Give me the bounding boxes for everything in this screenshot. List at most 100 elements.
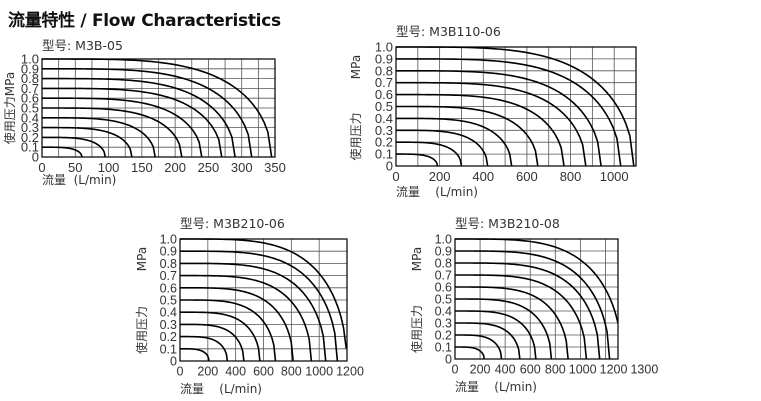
- x-tick-label: 800: [560, 169, 582, 184]
- x-tick-label: 50: [68, 160, 82, 175]
- y-tick-label: 0.5: [21, 101, 39, 116]
- y-tick-label: 0.6: [21, 91, 39, 106]
- flow-curve-1.0: [396, 46, 635, 167]
- y-tick-label: 0.9: [435, 245, 452, 259]
- flow-curve-0.5: [396, 105, 539, 167]
- y-tick-label: 0.5: [375, 99, 393, 114]
- flow-curve-0.3: [396, 129, 489, 167]
- y-tick-label: 0.6: [160, 281, 177, 295]
- flow-curve-0.6: [42, 97, 203, 158]
- x-tick-label: 300: [231, 160, 253, 175]
- chart-4: 型号: M3B210-08 00.10.20.30.40.50.60.70.80.…: [409, 216, 658, 394]
- y-tick-label: 0.4: [375, 111, 393, 126]
- flow-curve-0.7: [42, 87, 223, 158]
- y-tick-label: 0.2: [160, 330, 177, 344]
- flow-curve-0.4: [42, 117, 156, 158]
- flow-curve-0.7: [180, 274, 313, 362]
- y-axis-label: 使用压力: [348, 112, 363, 160]
- chart-title: 型号: M3B110-06: [396, 24, 501, 39]
- x-axis-label: 流量 (L/min): [455, 380, 537, 394]
- x-tick-label: 400: [472, 169, 494, 184]
- flow-curve-0.8: [396, 70, 602, 167]
- flow-curve-0.5: [42, 107, 183, 158]
- flow-curve-0.5: [180, 299, 277, 362]
- y-tick-label: 0.6: [375, 87, 393, 102]
- y-axis-label: 使用压力: [409, 305, 424, 353]
- y-tick-label: 0.8: [435, 257, 452, 271]
- y-axis-unit: MPa: [349, 55, 363, 79]
- flow-curve-0.7: [455, 274, 588, 360]
- y-tick-label: 0.4: [21, 110, 39, 125]
- y-tick-label: 1.0: [435, 233, 452, 247]
- chart-3: 型号: M3B210-06 00.10.20.30.40.50.60.70.80.…: [134, 216, 364, 396]
- x-tick-label: 100: [98, 160, 120, 175]
- y-tick-label: 0.7: [160, 269, 177, 283]
- flow-curve-1.0: [180, 238, 348, 349]
- x-tick-label: 0: [177, 365, 184, 379]
- x-axis-label: 流量 (L/min): [396, 185, 478, 199]
- y-tick-label: 0.9: [21, 61, 39, 76]
- x-tick-label: 600: [253, 365, 274, 379]
- flow-curve-0.6: [180, 287, 294, 362]
- flow-curve-0.2: [455, 334, 503, 360]
- y-tick-label: 0.5: [435, 293, 452, 307]
- x-tick-label: 250: [198, 160, 220, 175]
- x-tick-label: 1200: [600, 363, 628, 377]
- x-tick-label: 600: [520, 363, 541, 377]
- flow-curve-0.7: [396, 81, 587, 167]
- y-tick-label: 0.9: [375, 51, 393, 66]
- flow-curve-0.9: [455, 250, 611, 360]
- x-axis-label: 流量 (L/min): [180, 382, 262, 396]
- x-tick-label: 1000: [305, 365, 333, 379]
- y-tick-label: 0.7: [435, 269, 452, 283]
- x-tick-label: 350: [264, 160, 286, 175]
- flow-curve-0.9: [396, 58, 622, 167]
- flow-curve-0.4: [396, 117, 513, 167]
- x-tick-label: 800: [281, 365, 302, 379]
- y-tick-label: 0: [386, 159, 393, 174]
- y-tick-label: 0.6: [435, 281, 452, 295]
- x-tick-label: 0: [38, 160, 45, 175]
- y-tick-label: 0.3: [375, 123, 393, 138]
- flow-curve-0.5: [455, 298, 553, 360]
- y-tick-label: 0.1: [435, 341, 452, 355]
- flow-curve-0.9: [42, 68, 253, 158]
- flow-curve-0.9: [180, 250, 339, 362]
- x-tick-label: 0: [452, 363, 459, 377]
- flow-curve-0.6: [455, 286, 569, 360]
- flow-curve-0.3: [180, 323, 245, 362]
- flow-curve-0.8: [42, 77, 236, 158]
- y-tick-label: 0.9: [160, 245, 177, 259]
- chart-1: 型号: M3B-0500.10.20.30.40.50.60.70.80.91.…: [2, 38, 286, 187]
- y-tick-label: 0.3: [435, 317, 452, 331]
- y-tick-label: 0: [170, 355, 177, 369]
- page-title: 流量特性 / Flow Characteristics: [8, 11, 281, 31]
- flow-curve-0.8: [455, 262, 601, 360]
- x-tick-label: 1000: [600, 169, 629, 184]
- x-tick-label: 400: [225, 365, 246, 379]
- flow-curve-0.1: [396, 153, 439, 167]
- flow-curve-0.2: [180, 335, 229, 362]
- x-tick-label: 200: [470, 363, 491, 377]
- x-tick-label: 600: [516, 169, 538, 184]
- x-tick-label: 400: [495, 363, 516, 377]
- x-tick-label: 800: [545, 363, 566, 377]
- y-tick-label: 0.1: [160, 342, 177, 356]
- x-tick-label: 200: [197, 365, 218, 379]
- flow-curve-0.2: [42, 136, 107, 158]
- x-tick-label: 1200: [336, 365, 364, 379]
- flow-curve-1.0: [42, 58, 273, 158]
- y-tick-label: 0.7: [21, 81, 39, 96]
- y-tick-label: 0.8: [21, 71, 39, 86]
- y-tick-label: 0.5: [160, 294, 177, 308]
- flow-curve-0.6: [396, 93, 565, 167]
- x-tick-label: 1000: [569, 363, 597, 377]
- y-tick-label: 0: [32, 150, 39, 165]
- flow-curve-0.1: [455, 346, 486, 360]
- chart-2: 型号: M3B110-0600.10.20.30.40.50.60.70.80.…: [348, 24, 637, 199]
- flow-curve-0.4: [180, 311, 261, 362]
- y-tick-label: 0.2: [435, 329, 452, 343]
- x-tick-label: 0: [392, 169, 399, 184]
- y-axis-label: 使用压力: [134, 306, 149, 354]
- flow-curve-0.1: [180, 348, 210, 362]
